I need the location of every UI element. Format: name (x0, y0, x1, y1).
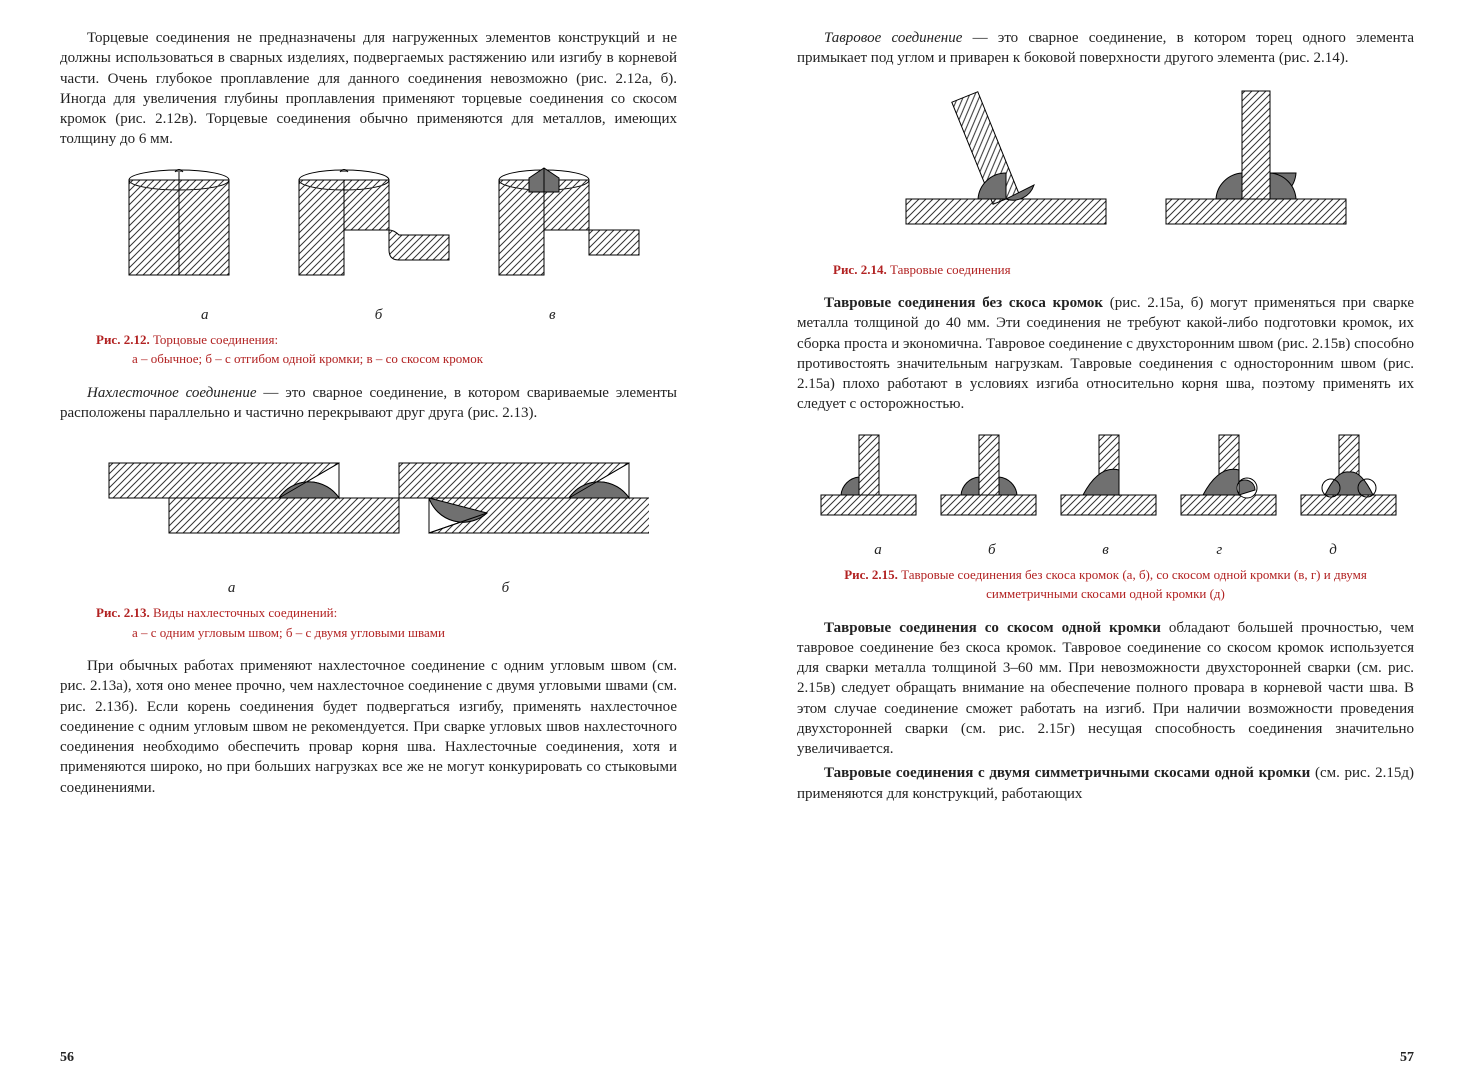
page-right: Тавровое соединение — это сварное соедин… (737, 0, 1474, 1080)
figure-2-14-caption: Рис. 2.14. Тавровые соединения (833, 260, 1414, 280)
figure-2-14-svg (846, 79, 1366, 249)
fig213-cap-num: Рис. 2.13. (96, 605, 150, 620)
fig212-label-a: а (125, 307, 285, 324)
figure-2-15-labels: а б в г д (797, 542, 1414, 559)
r-para3-lead: Тавровые соединения со скосом одной кром… (824, 620, 1161, 636)
fig215-cap-title: Тавровые соединения без скоса кромок (а,… (898, 567, 1367, 602)
figure-2-13-caption: Рис. 2.13. Виды нахлесточных соединений:… (96, 603, 677, 642)
figure-2-15-caption: Рис. 2.15. Тавровые соединения без скоса… (797, 565, 1414, 604)
fig212-cap-title: Торцовые соединения: (150, 332, 278, 347)
page-number-left: 56 (60, 1050, 74, 1066)
fig215-label-c: в (1051, 542, 1161, 559)
para-1: Торцевые соединения не предназначены для… (60, 28, 677, 150)
page-left: Торцевые соединения не предназначены для… (0, 0, 737, 1080)
r-para3-rest: обладают большей прочностью, чем таврово… (797, 620, 1414, 758)
fig213-cap-title: Виды нахлесточных соединений: (150, 605, 338, 620)
figure-2-13: а б (60, 433, 677, 597)
page-number-right: 57 (1400, 1050, 1414, 1066)
r-para-1: Тавровое соединение — это сварное соедин… (797, 28, 1414, 69)
figure-2-13-labels: а б (60, 580, 677, 597)
para-2: Нахлесточное соединение — это сварное со… (60, 383, 677, 424)
r-para4-lead: Тавровые соединения с двумя симметричным… (824, 765, 1310, 781)
fig214-cap-num: Рис. 2.14. (833, 262, 887, 277)
figure-2-14 (797, 79, 1414, 254)
r-para1-lead: Тавровое соединение (824, 30, 962, 46)
r-para-2: Тавровые соединения без скоса кромок (ри… (797, 293, 1414, 415)
page-spread: Торцевые соединения не предназначены для… (0, 0, 1474, 1080)
r-para2-lead: Тавровые соединения без скоса кромок (824, 295, 1103, 311)
fig212-cap-num: Рис. 2.12. (96, 332, 150, 347)
figure-2-12-svg (89, 160, 649, 300)
fig215-label-e: д (1278, 542, 1388, 559)
figure-2-12: а б в (60, 160, 677, 324)
fig213-label-a: а (97, 580, 367, 597)
figure-2-12-caption: Рис. 2.12. Торцовые соединения: а – обыч… (96, 330, 677, 369)
fig212-label-b: б (289, 307, 469, 324)
figure-2-12-labels: а б в (60, 307, 677, 324)
r-para2-rest: (рис. 2.15а, б) могут применяться при св… (797, 295, 1414, 412)
r-para-3: Тавровые соединения со скосом одной кром… (797, 618, 1414, 760)
figure-2-15-svg (806, 425, 1406, 535)
fig212-label-c: в (472, 307, 632, 324)
fig213-label-b: б (370, 580, 640, 597)
figure-2-13-svg (89, 433, 649, 573)
r-para-4: Тавровые соединения с двумя симметричным… (797, 763, 1414, 804)
fig215-label-b: б (937, 542, 1047, 559)
fig215-label-a: а (823, 542, 933, 559)
fig215-label-d: г (1164, 542, 1274, 559)
para-3: При обычных работах применяют нахлесточн… (60, 656, 677, 798)
para2-lead: Нахлесточное соединение (87, 385, 257, 401)
figure-2-15: а б в г д (797, 425, 1414, 559)
fig213-cap-line2: а – с одним угловым швом; б – с двумя уг… (132, 625, 445, 640)
fig215-cap-num: Рис. 2.15. (844, 567, 898, 582)
fig212-cap-line2: а – обычное; б – с отгибом одной кромки;… (132, 351, 483, 366)
fig214-cap-title: Тавровые соединения (887, 262, 1011, 277)
